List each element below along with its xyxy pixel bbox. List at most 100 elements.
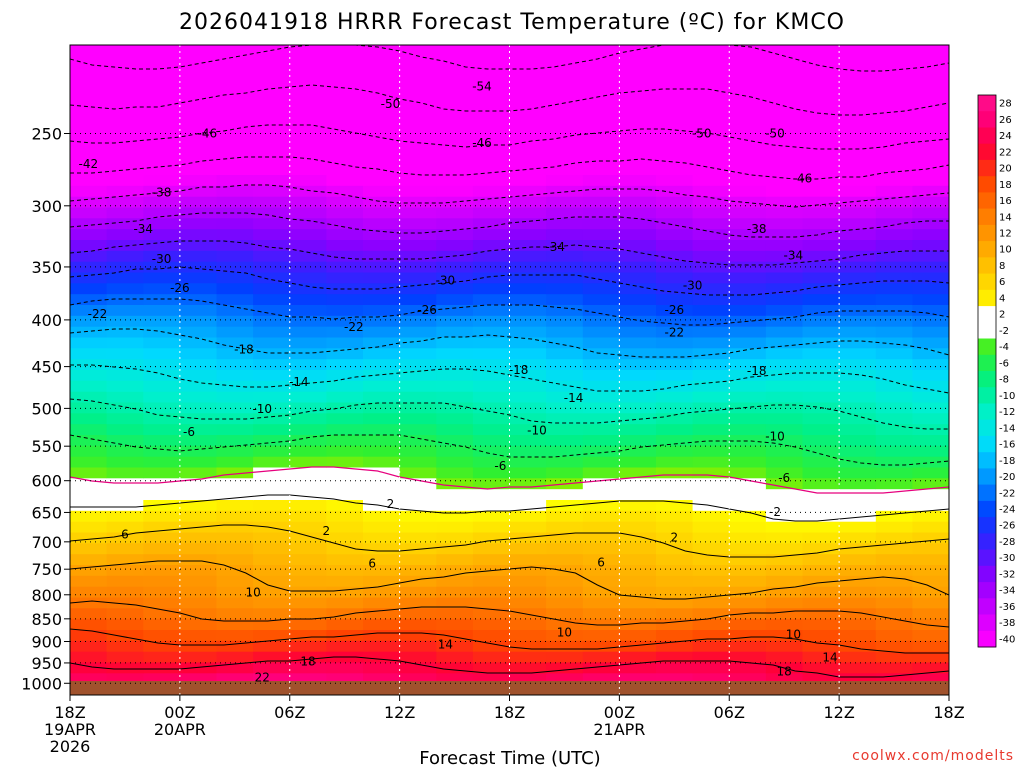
field-cell [509,142,547,154]
field-cell [253,359,291,371]
field-cell [912,305,949,317]
field-cell [106,608,144,620]
field-cell [363,532,401,544]
field-cell [399,207,437,219]
x-tick-label: 21APR [593,720,645,739]
field-cell [143,250,181,263]
field-cell [289,391,327,404]
field-cell [729,110,767,122]
field-cell [839,131,877,144]
field-cell [509,662,547,674]
field-cell [619,586,657,599]
field-cell [546,283,584,295]
field-cell [546,110,584,122]
field-cell [106,88,144,100]
contour-label: -26 [417,303,437,317]
field-cell [179,608,218,620]
field-cell [912,543,949,555]
field-cell [765,510,804,523]
field-cell [289,218,327,230]
field-cell [839,294,877,306]
contour-label: -22 [665,326,685,340]
field-cell [472,424,511,436]
y-tick-label: 700 [31,533,62,552]
field-cell [179,651,218,664]
field-cell [509,391,547,404]
field-cell [289,554,327,566]
field-cell [546,120,584,133]
field-cell [472,229,511,241]
field-cell [363,45,401,57]
field-cell [143,532,181,544]
field-cell [875,110,913,122]
field-cell [692,88,730,100]
field-cell [509,207,547,219]
field-cell [546,45,584,57]
field-cell [619,500,657,512]
field-cell [582,456,620,469]
field-cell [912,586,949,599]
field-cell [875,272,913,284]
field-cell [106,359,144,371]
field-cell [729,532,767,544]
field-cell [509,435,547,447]
field-cell [326,88,364,100]
field-cell [802,521,840,534]
field-cell [839,630,877,642]
field-cell [216,445,254,458]
field-cell [765,315,804,328]
field-cell [912,218,949,230]
field-cell [692,489,730,501]
field-cell [765,207,804,219]
field-cell [326,283,364,295]
field-cell [216,673,254,685]
field-cell [839,196,877,209]
field-cell [179,110,218,122]
field-cell [70,315,108,328]
colorbar-label: -2 [999,326,1009,337]
field-cell [363,250,401,263]
contour-label: 14 [438,638,453,652]
field-cell [179,348,218,360]
field-cell [326,456,364,469]
field-cell [619,575,657,588]
field-cell [656,294,694,306]
field-cell [70,283,108,295]
contour-label: -54 [472,79,492,93]
x-tick-label: 18Z [933,703,964,722]
field-cell [619,554,657,566]
field-cell [216,619,254,631]
field-cell [363,337,401,349]
field-cell [582,554,620,566]
field-cell [472,380,511,393]
field-cell [363,99,401,111]
field-cell [216,489,254,501]
field-cell [143,402,181,414]
field-cell [472,608,511,620]
field-cell [106,164,144,176]
field-cell [363,164,401,176]
field-cell [509,640,547,653]
field-cell [363,673,401,685]
field-cell [179,218,218,230]
field-cell [436,45,474,57]
field-cell [765,45,804,57]
field-cell [289,651,327,664]
field-cell [765,272,804,284]
colorbar-label: 8 [999,261,1005,272]
field-cell [289,575,327,588]
field-cell [472,207,511,219]
colorbar-label: -32 [999,569,1015,580]
field-cell [436,229,474,241]
field-cell [546,489,584,501]
field-cell [363,651,401,664]
field-cell [839,424,877,436]
field-cell [289,337,327,349]
colorbar-label: -10 [999,391,1015,402]
field-cell [656,164,694,176]
field-cell [472,489,511,501]
contour-label: 14 [822,650,837,664]
field-cell [216,164,254,176]
field-cell [326,207,364,219]
contour-label: -46 [198,126,218,140]
